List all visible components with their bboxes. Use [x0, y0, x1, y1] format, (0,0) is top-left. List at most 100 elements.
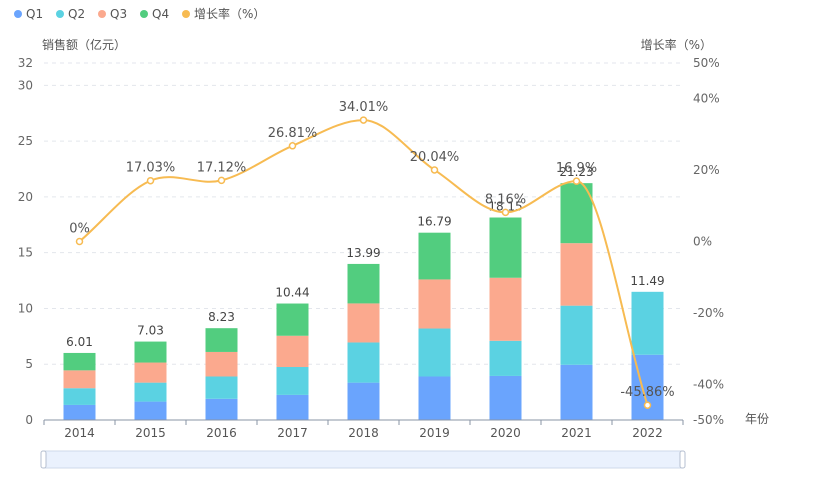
legend-marker-2 [98, 10, 106, 18]
bar-q2-2022 [631, 291, 664, 355]
bar-q2-2016 [205, 376, 238, 399]
bar-q2-2019 [418, 328, 451, 377]
bar-q1-2016 [205, 398, 238, 420]
growth-point-2022 [643, 401, 652, 409]
bar-q2-2020 [489, 340, 522, 376]
total-label-2020: 18.15 [488, 200, 522, 214]
growth-point-2020 [501, 208, 510, 217]
growth-point-2014 [75, 237, 84, 246]
bar-q4-2019 [418, 232, 451, 280]
x-tick-label-2015: 2015 [135, 426, 166, 440]
bar-q3-2018 [347, 303, 380, 343]
total-label-2017: 10.44 [275, 286, 309, 300]
x-tick-label-2019: 2019 [419, 426, 450, 440]
right-tick-label: -50% [693, 413, 724, 427]
legend-label-3: Q4 [152, 7, 169, 21]
x-tick-label-2017: 2017 [277, 426, 308, 440]
right-tick-label: 50% [693, 56, 720, 70]
growth-label-2017: 26.81% [268, 126, 318, 141]
growth-point-2017 [288, 142, 297, 150]
growth-label-2019: 20.04% [410, 150, 460, 165]
left-tick-label: 30 [18, 78, 33, 92]
bar-q2-2021 [560, 305, 593, 365]
bar-q2-2018 [347, 342, 380, 383]
bar-q4-2015 [134, 341, 167, 363]
legend-marker-3 [140, 10, 148, 18]
x-tick-label-2021: 2021 [561, 426, 592, 440]
bar-q1-2017 [276, 394, 309, 420]
bar-q4-2016 [205, 328, 238, 352]
datazoom-handle-left[interactable] [40, 450, 47, 469]
datazoom-handle-right[interactable] [679, 450, 686, 469]
left-tick-label: 15 [18, 246, 33, 260]
left-tick-label: 10 [18, 301, 33, 315]
total-label-2021: 21.23 [559, 165, 593, 179]
x-tick-label-2014: 2014 [64, 426, 95, 440]
growth-point-2016 [217, 176, 226, 185]
bar-q3-2014 [63, 370, 96, 389]
right-axis-title: 增长率（%） [641, 37, 712, 52]
x-tick-label-2016: 2016 [206, 426, 237, 440]
legend-label-0: Q1 [26, 7, 43, 21]
growth-label-2021: 16.9% [556, 161, 597, 176]
bar-q1-2014 [63, 404, 96, 420]
bars [63, 183, 664, 420]
right-tick-label: 40% [693, 92, 720, 106]
legend: Q1 Q2 Q3 Q4 增长率（%） [14, 6, 265, 21]
left-tick-label: 32 [18, 56, 33, 70]
bar-q4-2014 [63, 352, 96, 371]
left-tick-label: 25 [18, 134, 33, 148]
growth-label-2022: -45.86% [620, 385, 674, 400]
growth-label-2018: 34.01% [339, 100, 389, 115]
total-label-2018: 13.99 [346, 246, 380, 260]
growth-label-2016: 17.12% [197, 160, 247, 175]
bar-q3-2016 [205, 351, 238, 377]
legend-label-4: 增长率（%） [194, 6, 265, 21]
x-tick-label-2020: 2020 [490, 426, 521, 440]
left-tick-label: 0 [25, 413, 33, 427]
bar-q3-2020 [489, 277, 522, 341]
left-axis-title: 销售额（亿元） [42, 37, 126, 52]
right-tick-label: -20% [693, 306, 724, 320]
right-tick-label: 0% [693, 235, 712, 249]
legend-label-1: Q2 [68, 7, 85, 21]
growth-point-2015 [146, 176, 155, 185]
bar-q1-2020 [489, 375, 522, 420]
legend-marker-1 [56, 10, 64, 18]
total-label-2022: 11.49 [630, 274, 664, 288]
left-tick-label: 20 [18, 190, 33, 204]
x-axis: 2014 2015 2016 2017 2018 2019 2020 2021 2022 [43, 419, 684, 440]
bar-q1-2015 [134, 401, 167, 420]
bar-q4-2021 [560, 183, 593, 244]
x-tick-label-2022: 2022 [632, 426, 663, 440]
bar-q2-2017 [276, 367, 309, 395]
legend-marker-4 [182, 10, 190, 18]
datazoom-slider[interactable] [40, 450, 686, 469]
growth-line: 0% 17.03% 17.12% 26.81% 34.01% 20.04% 8.16% 16.… [69, 100, 675, 409]
legend-label-2: Q3 [110, 7, 127, 21]
bar-q4-2017 [276, 303, 309, 336]
x-tick-label-2018: 2018 [348, 426, 379, 440]
bar-q1-2018 [347, 382, 380, 420]
bar-q1-2021 [560, 364, 593, 420]
bar-q4-2018 [347, 263, 380, 304]
growth-label-2014: 0% [69, 222, 90, 237]
bar-q3-2021 [560, 243, 593, 306]
total-label-2014: 6.01 [66, 335, 93, 349]
datazoom-track[interactable] [43, 450, 684, 469]
bar-q1-2019 [418, 376, 451, 420]
right-axis: -50% -40% -20% 0% 20% 40% 50% [693, 56, 724, 427]
bar-q4-2020 [489, 217, 522, 278]
left-tick-label: 5 [25, 357, 33, 371]
right-tick-label: 20% [693, 163, 720, 177]
total-label-2015: 7.03 [137, 324, 164, 338]
x-axis-title: 年份 [745, 412, 769, 426]
bar-q3-2017 [276, 335, 309, 368]
growth-label-2020: 8.16% [485, 192, 526, 207]
total-labels: 6.01 7.03 8.23 10.44 13.99 16.79 18.15 21.23 11.… [66, 165, 665, 349]
left-axis: 0 5 10 15 20 25 30 32 [18, 56, 33, 427]
growth-point-2021 [572, 177, 581, 185]
bar-q2-2014 [63, 388, 96, 405]
total-label-2016: 8.23 [208, 310, 235, 324]
